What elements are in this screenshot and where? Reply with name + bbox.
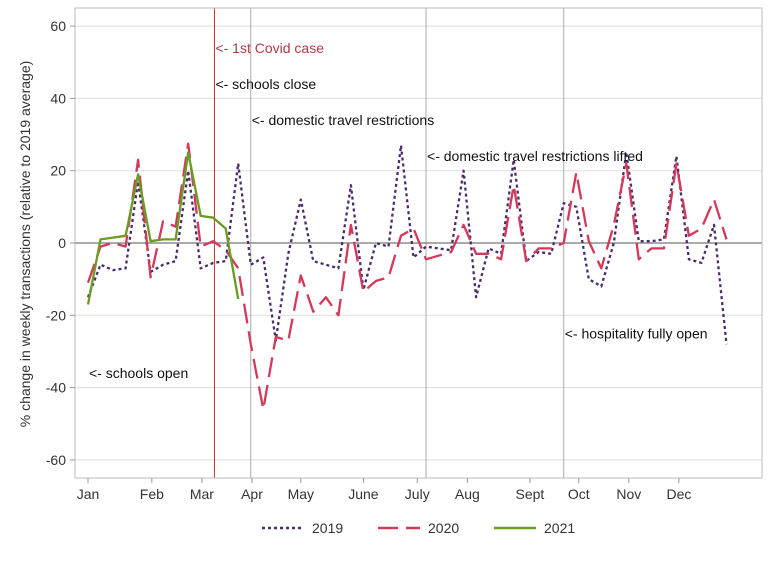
x-tick-label: Feb — [140, 486, 164, 502]
series-line-2020 — [86, 142, 728, 411]
annotation-text: <- schools open — [89, 365, 188, 381]
annotation-text: <- domestic travel restrictions lifted — [427, 148, 643, 164]
annotation-text: <- 1st Covid case — [215, 40, 324, 56]
x-tick-label: Sept — [516, 486, 545, 502]
y-axis-label: % change in weekly transactions (relativ… — [17, 61, 33, 428]
legend: 2019 2020 2021 — [262, 520, 575, 536]
annotation-text: <- hospitality fully open — [565, 325, 708, 341]
y-tick-label: -60 — [46, 452, 66, 468]
y-tick-label: 20 — [50, 163, 66, 179]
x-tick-label: Oct — [568, 486, 590, 502]
legend-label-2019: 2019 — [312, 520, 343, 536]
y-tick-label: 0 — [58, 235, 66, 251]
x-tick-label: Apr — [241, 486, 263, 502]
x-tick-label: Aug — [455, 486, 480, 502]
legend-label-2021: 2021 — [544, 520, 575, 536]
x-tick-label: June — [348, 486, 379, 502]
x-tick-label: July — [405, 486, 430, 502]
x-tick-label: Mar — [190, 486, 214, 502]
x-tick-label: May — [288, 486, 314, 502]
annotation-text: <- domestic travel restrictions — [252, 112, 434, 128]
x-axis-ticks: Jan Feb Mar Apr May June July Aug Sept Oct Nov Dec — [77, 478, 691, 502]
x-tick-label: Dec — [666, 486, 691, 502]
series-line-2019 — [86, 144, 728, 345]
annotation-text: <- schools close — [215, 76, 316, 92]
y-tick-label: 60 — [50, 18, 66, 34]
y-tick-label: -20 — [46, 307, 66, 323]
y-axis-ticks: 60 40 20 0 -20 -40 -60 — [46, 18, 75, 468]
y-tick-label: -40 — [46, 380, 66, 396]
y-tick-label: 40 — [50, 90, 66, 106]
x-tick-label: Jan — [77, 486, 100, 502]
x-tick-label: Nov — [616, 486, 641, 502]
annotations: <- 1st Covid case <- schools close <- dome… — [89, 40, 708, 381]
legend-label-2020: 2020 — [428, 520, 459, 536]
series-line-2021 — [86, 151, 240, 305]
series-group — [86, 142, 728, 411]
